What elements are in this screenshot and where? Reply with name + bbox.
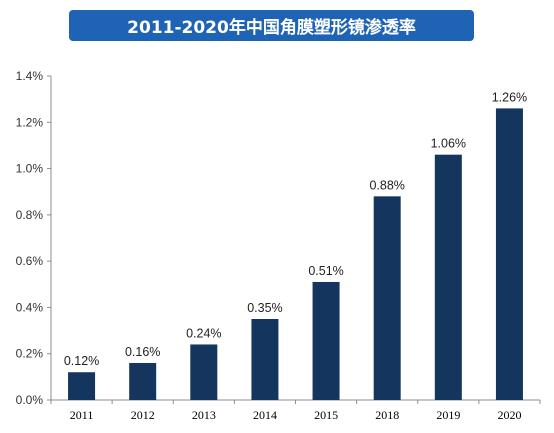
y-tick-label: 0.0% xyxy=(16,393,44,407)
y-tick-label: 1.2% xyxy=(16,115,44,129)
x-tick-label-2012: 2012 xyxy=(131,408,155,422)
bar-2011 xyxy=(68,372,96,400)
bar-2018 xyxy=(373,196,401,400)
chart-bars xyxy=(68,108,523,401)
data-label-2018: 0.88% xyxy=(369,178,404,192)
data-label-2015: 0.51% xyxy=(308,264,343,278)
data-label-2011: 0.12% xyxy=(64,354,99,368)
x-tick-label-2011: 2011 xyxy=(70,408,94,422)
data-label-2013: 0.24% xyxy=(186,326,221,340)
bar-2015 xyxy=(312,281,340,400)
y-tick-label: 1.0% xyxy=(16,162,44,176)
bar-2020 xyxy=(495,108,523,401)
data-label-2012: 0.16% xyxy=(125,345,160,359)
y-tick-label: 0.8% xyxy=(16,208,44,222)
x-tick-label-2020: 2020 xyxy=(497,408,521,422)
chart-axes: 0.0% 0.2% 0.4% 0.6% 0.8% 1.0% 1.2% 1.4% 2011 2012… xyxy=(16,69,541,422)
data-label-2019: 1.06% xyxy=(431,137,466,151)
chart-title: 2011-2020年中国角膜塑形镜渗透率 xyxy=(69,10,474,41)
x-tick-label-2018: 2018 xyxy=(375,408,399,422)
data-label-2014: 0.35% xyxy=(247,301,282,315)
bar-2012 xyxy=(129,362,157,400)
bar-2014 xyxy=(251,319,279,400)
x-tick-label-2013: 2013 xyxy=(192,408,216,422)
y-tick-label: 0.4% xyxy=(16,300,44,314)
y-tick-label: 0.6% xyxy=(16,254,44,268)
y-tick-label: 1.4% xyxy=(16,69,44,83)
x-tick-label-2014: 2014 xyxy=(253,408,277,422)
chart-data-labels: 0.12% 0.16% 0.24% 0.35% 0.51% 0.88% 1.06% 1.26% xyxy=(64,90,527,368)
bar-2019 xyxy=(434,154,462,400)
data-label-2020: 1.26% xyxy=(492,90,527,104)
bar-2013 xyxy=(190,344,218,400)
x-tick-label-2015: 2015 xyxy=(314,408,338,422)
x-tick-label-2019: 2019 xyxy=(436,408,460,422)
y-tick-label: 0.2% xyxy=(16,347,44,361)
